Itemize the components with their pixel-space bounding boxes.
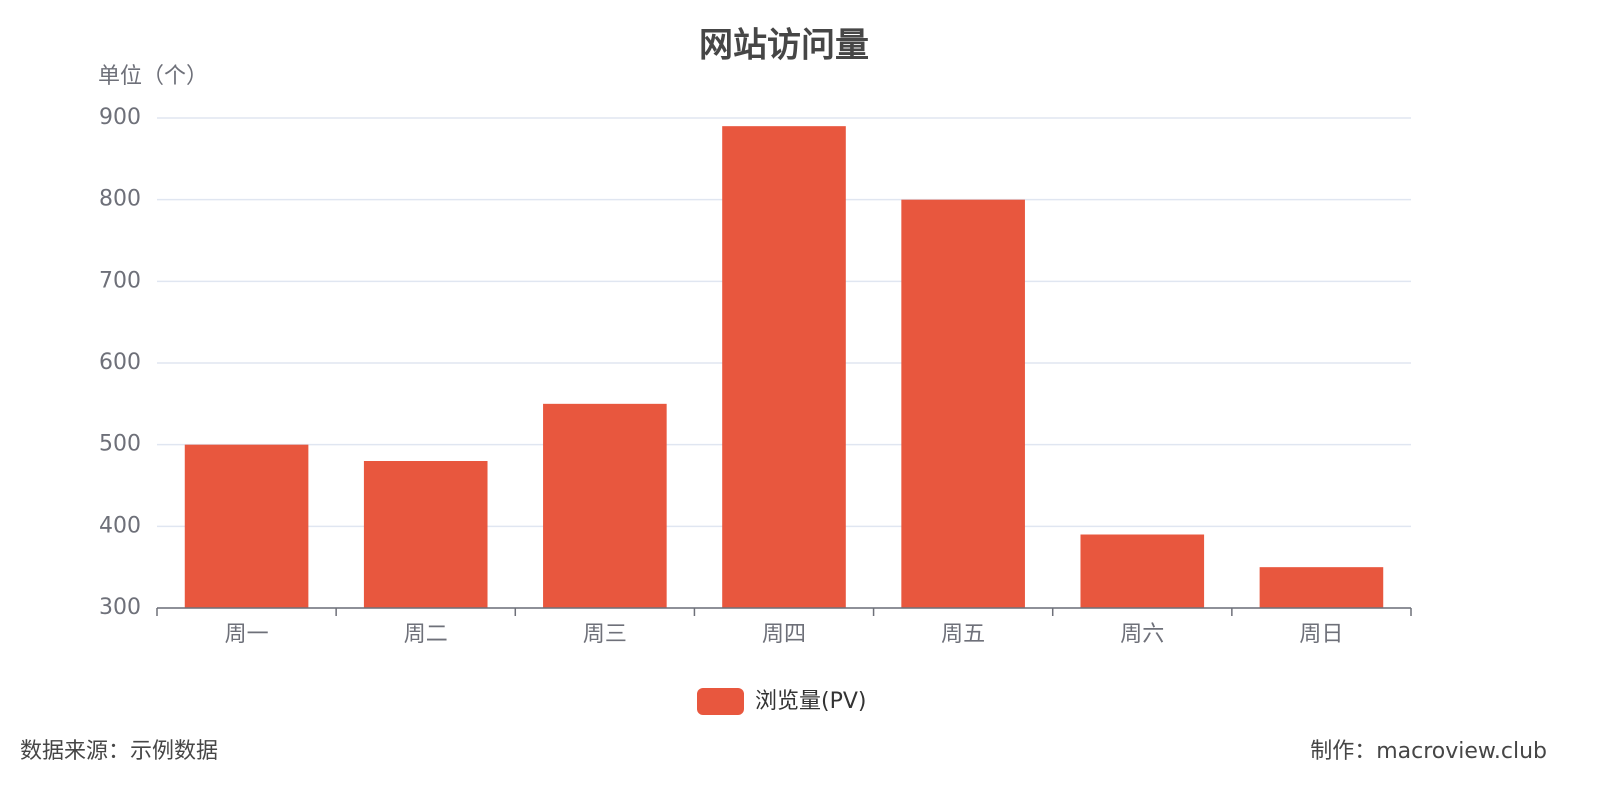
y-tick-label: 700 — [99, 268, 141, 293]
bar — [1259, 567, 1384, 608]
bar — [901, 199, 1025, 608]
y-tick-label: 400 — [99, 513, 141, 538]
y-tick-label: 600 — [99, 350, 141, 375]
source-note: 数据来源：示例数据 — [20, 739, 218, 764]
y-tick-label: 900 — [99, 105, 141, 130]
x-tick-label: 周一 — [225, 622, 269, 647]
y-tick-label: 800 — [99, 187, 141, 212]
legend-swatch — [697, 688, 744, 715]
chart-title: 网站访问量 — [699, 26, 869, 66]
y-axis-label: 单位（个） — [98, 64, 208, 89]
x-tick-label: 周二 — [404, 622, 448, 647]
x-tick-label: 周日 — [1299, 622, 1343, 647]
x-tick-label: 周六 — [1120, 622, 1164, 647]
bar — [543, 403, 667, 608]
bar — [1080, 534, 1205, 608]
legend-label: 浏览量(PV) — [755, 689, 866, 714]
bar — [184, 444, 309, 608]
x-tick-label: 周三 — [583, 622, 627, 647]
x-tick-label: 周四 — [762, 622, 806, 647]
credit-note: 制作：macroview.club — [1310, 739, 1547, 764]
y-tick-label: 500 — [99, 432, 141, 457]
bar — [722, 126, 846, 609]
bar — [363, 461, 488, 608]
y-tick-label: 300 — [99, 595, 141, 620]
x-tick-label: 周五 — [941, 622, 985, 647]
